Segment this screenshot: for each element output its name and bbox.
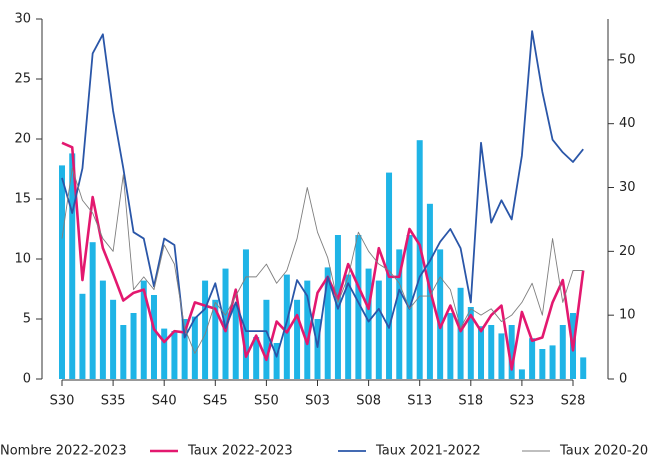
bar	[283, 274, 290, 379]
bar	[253, 337, 260, 379]
bar	[324, 267, 331, 379]
x-tick-label: S03	[305, 394, 330, 409]
bar	[202, 280, 209, 379]
x-tick-label: S13	[407, 394, 432, 409]
x-tick-label: S08	[356, 394, 381, 409]
line	[61, 141, 585, 371]
y2-tick-label: 50	[619, 52, 636, 67]
y2-tick-label: 10	[619, 308, 636, 323]
y-tick-label: 10	[14, 252, 31, 267]
line	[61, 30, 584, 358]
bar	[273, 343, 280, 379]
bar	[478, 326, 485, 379]
bar	[345, 274, 352, 379]
y2-tick-label: 0	[619, 372, 627, 387]
bar	[110, 299, 117, 379]
bar	[120, 325, 127, 379]
bar	[467, 307, 474, 379]
y2-tick-label: 20	[619, 244, 636, 259]
bar	[559, 325, 566, 379]
bar	[140, 280, 147, 379]
bar	[549, 345, 556, 379]
bar	[355, 235, 362, 379]
legend-label: Nombre 2022-2023	[0, 444, 127, 459]
x-tick-label: S50	[254, 394, 279, 409]
y-tick-label: 0	[23, 372, 31, 387]
bar	[212, 299, 219, 379]
bar	[529, 338, 536, 379]
bar	[79, 293, 86, 379]
bar	[375, 280, 382, 379]
bar	[263, 299, 270, 379]
y-tick-label: 30	[14, 12, 31, 27]
x-tick-label: S28	[561, 394, 586, 409]
bar	[150, 295, 157, 379]
x-tick-label: S35	[101, 394, 126, 409]
bar	[130, 313, 137, 379]
line	[61, 167, 584, 354]
bar	[314, 319, 321, 379]
y-tick-label: 5	[23, 312, 31, 327]
x-tick-label: S45	[203, 394, 228, 409]
bar	[161, 328, 168, 379]
bar	[365, 268, 372, 379]
bar	[304, 280, 311, 379]
legend-label: Taux 2020-2021	[559, 444, 648, 459]
x-tick-label: S18	[458, 394, 483, 409]
bar	[498, 333, 505, 379]
legend-label: Taux 2021-2022	[375, 444, 481, 459]
legend-label: Taux 2022-2023	[187, 444, 293, 459]
bar	[242, 249, 249, 379]
bar	[69, 153, 76, 379]
bar	[294, 299, 301, 379]
y2-tick-label: 30	[619, 180, 636, 195]
bar	[580, 357, 587, 379]
x-tick-label: S23	[510, 394, 535, 409]
bar	[232, 304, 239, 379]
x-tick-label: S40	[152, 394, 177, 409]
bar	[416, 140, 423, 379]
y-tick-label: 20	[14, 132, 31, 147]
y-tick-label: 25	[14, 72, 31, 87]
x-tick-label: S30	[50, 394, 75, 409]
bar	[508, 325, 515, 379]
bar	[488, 325, 495, 379]
bar	[59, 165, 65, 379]
bar	[447, 313, 454, 379]
y-tick-label: 15	[14, 192, 31, 207]
bar	[437, 249, 444, 379]
bar	[191, 316, 198, 379]
bar	[171, 331, 178, 379]
bar	[99, 280, 106, 379]
bar	[518, 369, 525, 379]
bar	[396, 249, 403, 379]
bar	[222, 268, 229, 379]
bar	[539, 349, 546, 379]
y2-tick-label: 40	[619, 116, 636, 131]
bar	[181, 319, 188, 379]
bar	[89, 242, 96, 379]
bar	[457, 287, 464, 379]
